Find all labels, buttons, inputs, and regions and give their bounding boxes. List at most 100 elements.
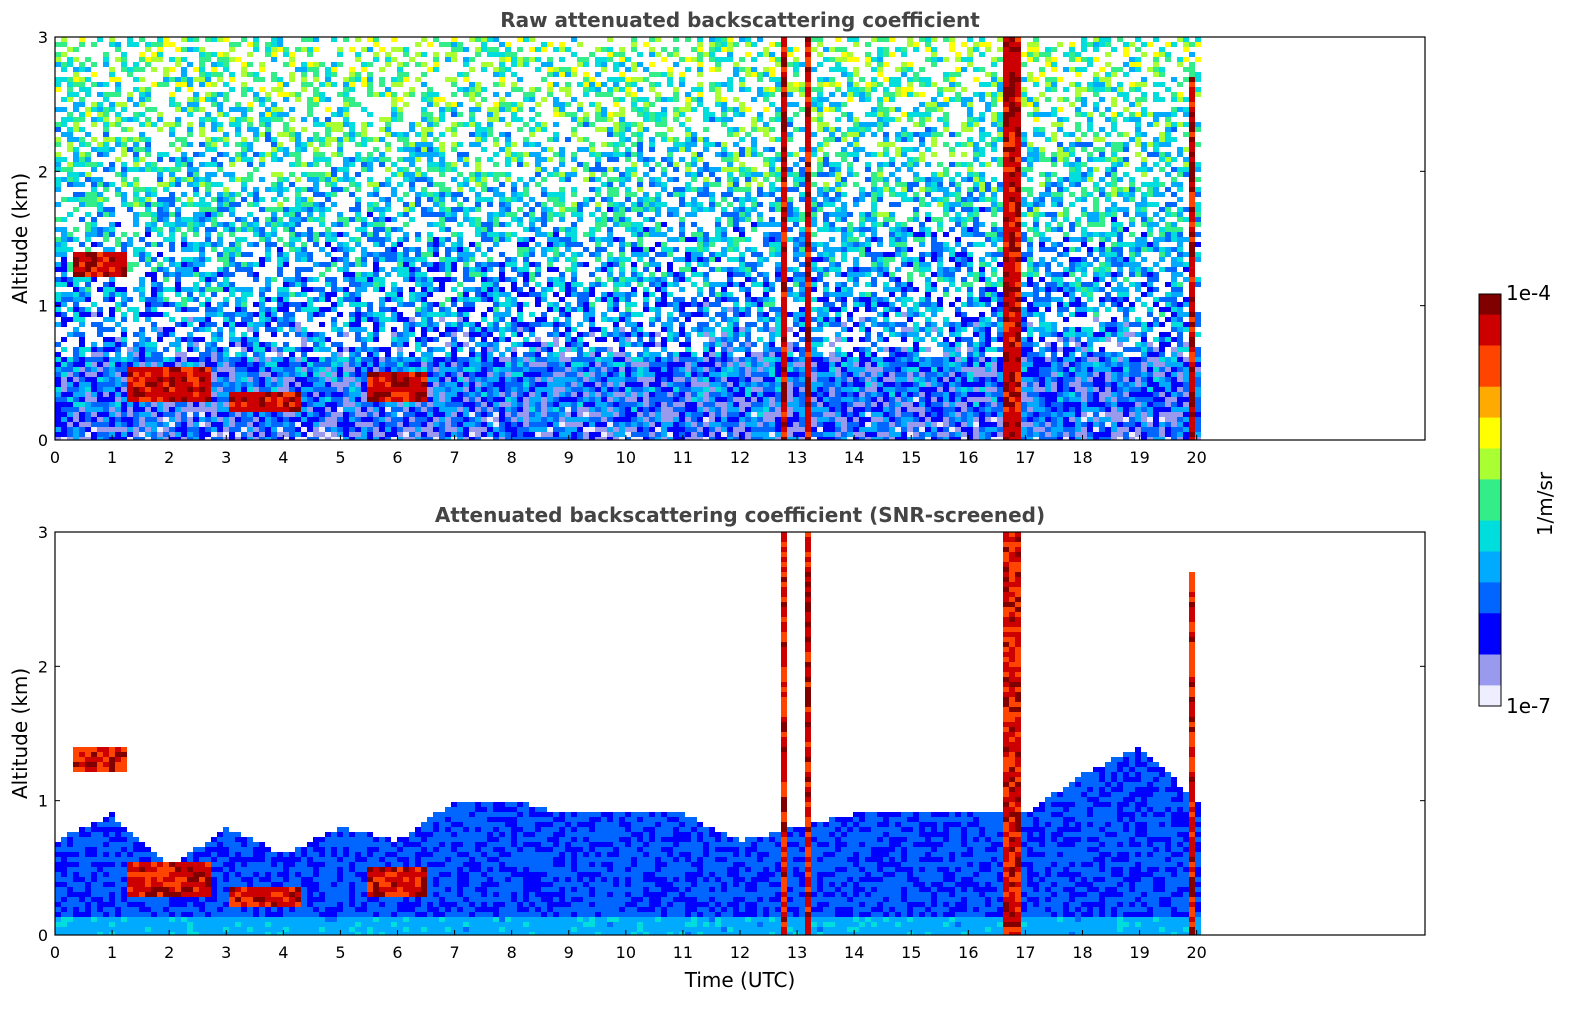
top-heatmap-cell [175,402,181,407]
top-heatmap-cell [475,342,481,347]
top-heatmap-cell [589,317,595,322]
top-heatmap-cell [457,222,463,227]
top-heatmap-cell [571,252,577,257]
top-heatmap-cell [85,222,91,227]
top-heatmap-cell [163,392,169,397]
top-heatmap-cell [475,417,481,422]
top-heatmap-cell [151,277,157,282]
top-heatmap-cell [403,382,409,387]
top-heatmap-cell [169,67,175,72]
top-heatmap-cell [103,422,109,427]
top-heatmap-cell [211,437,217,440]
top-heatmap-cell [109,67,115,72]
top-heatmap-cell [175,322,181,327]
top-heatmap-cell [163,77,169,82]
top-heatmap-cell [367,367,373,372]
top-heatmap-cell [73,357,79,362]
top-heatmap-cell [307,347,313,352]
top-heatmap-cell [253,322,259,327]
top-heatmap-cell [559,47,565,52]
top-heatmap-cell [577,57,583,62]
top-heatmap-cell [397,182,403,187]
top-heatmap-cell [511,87,517,92]
top-heatmap-cell [505,437,511,440]
top-heatmap-cell [115,272,121,277]
top-heatmap-cell [613,127,619,132]
top-heatmap-cell [367,182,373,187]
top-heatmap-cell [217,267,223,272]
top-heatmap-cell [535,122,541,127]
top-heatmap-cell [271,152,277,157]
top-heatmap-cell [391,402,397,407]
top-heatmap-cell [169,242,175,247]
top-heatmap-cell [223,322,229,327]
top-heatmap-cell [265,297,271,302]
top-heatmap-cell [409,407,415,412]
top-heatmap-cell [553,357,559,362]
top-heatmap-cell [523,362,529,367]
top-heatmap-cell [523,142,529,147]
top-heatmap-cell [469,117,475,122]
top-heatmap-cell [559,287,565,292]
top-heatmap-cell [373,337,379,342]
top-heatmap-cell [187,107,193,112]
top-heatmap-cell [379,387,385,392]
top-heatmap-cell [427,252,433,257]
top-heatmap-cell [223,352,229,357]
top-heatmap-cell [511,297,517,302]
top-heatmap-cell [547,242,553,247]
top-heatmap-cell [229,42,235,47]
top-heatmap-cell [379,317,385,322]
top-heatmap-cell [85,212,91,217]
top-heatmap-cell [373,367,379,372]
top-heatmap-cell [283,437,289,440]
top-heatmap-cell [283,257,289,262]
top-heatmap-cell [193,217,199,222]
top-heatmap-cell [175,422,181,427]
top-heatmap-cell [517,437,523,440]
top-heatmap-cell [217,192,223,197]
top-heatmap-cell [295,142,301,147]
top-heatmap-cell [121,312,127,317]
top-heatmap-cell [445,342,451,347]
top-heatmap-cell [439,42,445,47]
top-heatmap-cell [235,157,241,162]
top-heatmap-cell [391,252,397,257]
top-heatmap-cell [337,327,343,332]
top-heatmap-cell [313,62,319,67]
top-heatmap-cell [127,167,133,172]
top-heatmap-cell [481,37,487,42]
top-heatmap-cell [619,132,625,137]
top-heatmap-cell [397,212,403,217]
top-heatmap-cell [337,432,343,437]
top-heatmap-cell [325,197,331,202]
top-heatmap-cell [127,202,133,207]
top-heatmap-cell [343,322,349,327]
top-heatmap-cell [217,202,223,207]
top-heatmap-cell [337,387,343,392]
top-heatmap-cell [289,427,295,432]
top-heatmap-cell [403,332,409,337]
top-heatmap-cell [577,372,583,377]
top-heatmap-cell [571,287,577,292]
top-heatmap-cell [145,227,151,232]
top-heatmap-cell [595,107,601,112]
top-heatmap-cell [475,377,481,382]
top-heatmap-cell [265,187,271,192]
top-heatmap-cell [529,252,535,257]
top-heatmap-cell [409,362,415,367]
top-heatmap-cell [283,357,289,362]
top-heatmap-cell [247,322,253,327]
top-heatmap-cell [265,112,271,117]
top-heatmap-cell [325,72,331,77]
top-heatmap-cell [79,357,85,362]
top-heatmap-cell [613,317,619,322]
top-heatmap-cell [307,362,313,367]
top-heatmap-cell [397,157,403,162]
top-heatmap-cell [505,237,511,242]
top-heatmap-cell [607,227,613,232]
top-heatmap-cell [211,277,217,282]
top-heatmap-cell [109,417,115,422]
top-heatmap-cell [505,232,511,237]
top-heatmap-cell [247,387,253,392]
